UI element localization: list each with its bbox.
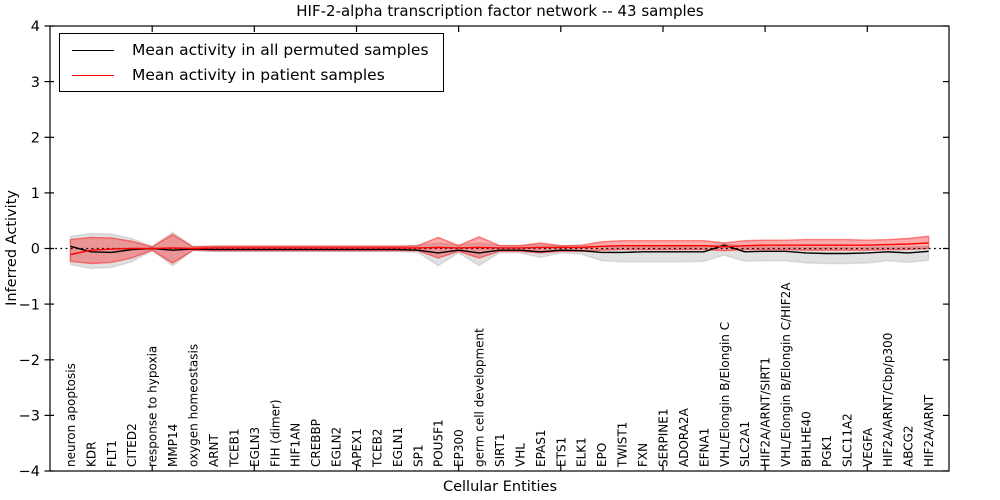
y-tick-label: 2: [31, 131, 40, 147]
x-category-label: EFNA1: [697, 428, 711, 467]
x-axis-label: Cellular Entities: [442, 479, 558, 495]
x-category-label: APEX1: [350, 428, 364, 467]
y-axis-label: Inferred Activity: [4, 190, 20, 306]
x-category-label: ETS1: [554, 437, 568, 467]
legend-line-swatch-permuted: [72, 49, 114, 51]
x-category-label: FIH (dimer): [268, 399, 282, 467]
x-category-label: ELK1: [575, 437, 589, 467]
x-category-label: EGLN3: [248, 427, 262, 467]
x-category-label: CREBBP: [309, 419, 323, 467]
x-category-label: oxygen homeostasis: [187, 344, 201, 467]
y-tick-label: −4: [19, 464, 40, 480]
x-category-label: HIF2A/ARNT/SIRT1: [759, 357, 773, 467]
y-tick-label: −1: [19, 297, 40, 313]
x-category-label: TCEB1: [227, 429, 241, 468]
chart-title: HIF-2-alpha transcription factor network…: [296, 2, 704, 20]
y-tick-label: 0: [31, 242, 40, 258]
y-tick-label: 3: [31, 75, 40, 91]
x-category-label: SLC11A2: [840, 413, 854, 467]
x-category-label: FLT1: [105, 440, 119, 467]
x-category-label: MMP14: [166, 424, 180, 467]
x-category-label: TWIST1: [616, 422, 630, 468]
x-category-label: TCEB2: [370, 429, 384, 468]
y-tick-label: 4: [31, 19, 40, 35]
legend-line-swatch-patient: [72, 74, 114, 76]
x-category-label: HIF1AN: [289, 423, 303, 467]
x-category-label: FXN: [636, 443, 650, 467]
legend-row-permuted: Mean activity in all permuted samples: [72, 41, 429, 59]
x-category-label: germ cell development: [473, 328, 487, 467]
x-category-label: ARNT: [207, 433, 221, 467]
x-category-label: EP300: [452, 429, 466, 467]
y-tick-label: −3: [19, 409, 40, 425]
x-category-label: KDR: [84, 442, 98, 467]
x-category-label: PGK1: [820, 435, 834, 467]
x-category-label: SP1: [411, 445, 425, 468]
legend: Mean activity in all permuted samples Me…: [59, 33, 444, 92]
x-category-label: CITED2: [125, 423, 139, 467]
x-category-label: ADORA2A: [677, 407, 691, 467]
x-category-label: SLC2A1: [738, 421, 752, 467]
x-category-label: HIF2A/ARNT/Cbp/p300: [881, 333, 895, 467]
x-category-label: VHL: [513, 443, 527, 467]
x-category-label: EPO: [595, 443, 609, 467]
x-category-label: EGLN1: [391, 427, 405, 467]
y-tick-label: 1: [31, 186, 40, 202]
x-category-label: POU5F1: [432, 419, 446, 467]
x-category-label: SERPINE1: [657, 408, 671, 467]
x-category-label: neuron apoptosis: [64, 363, 78, 467]
x-category-label: EPAS1: [534, 429, 548, 467]
x-category-label: VHL/Elongin B/Elongin C: [718, 322, 732, 467]
x-category-label: SIRT1: [493, 433, 507, 467]
legend-row-patient: Mean activity in patient samples: [72, 66, 429, 84]
x-category-label: VEGFA: [861, 427, 875, 467]
x-category-label: BHLHE40: [800, 411, 814, 467]
x-category-label: HIF2A/ARNT: [922, 394, 936, 467]
x-category-label: ABCG2: [902, 425, 916, 467]
band-patient: [69, 233, 930, 265]
x-category-label: VHL/Elongin B/Elongin C/HIF2A: [779, 282, 793, 467]
legend-label-patient: Mean activity in patient samples: [132, 66, 385, 84]
x-category-label: response to hypoxia: [146, 346, 160, 467]
x-category-label: EGLN2: [330, 427, 344, 467]
series-line-patient: [70, 242, 929, 256]
series-line-permuted: [70, 244, 929, 255]
y-tick-label: −2: [19, 353, 40, 369]
legend-label-permuted: Mean activity in all permuted samples: [132, 41, 429, 59]
